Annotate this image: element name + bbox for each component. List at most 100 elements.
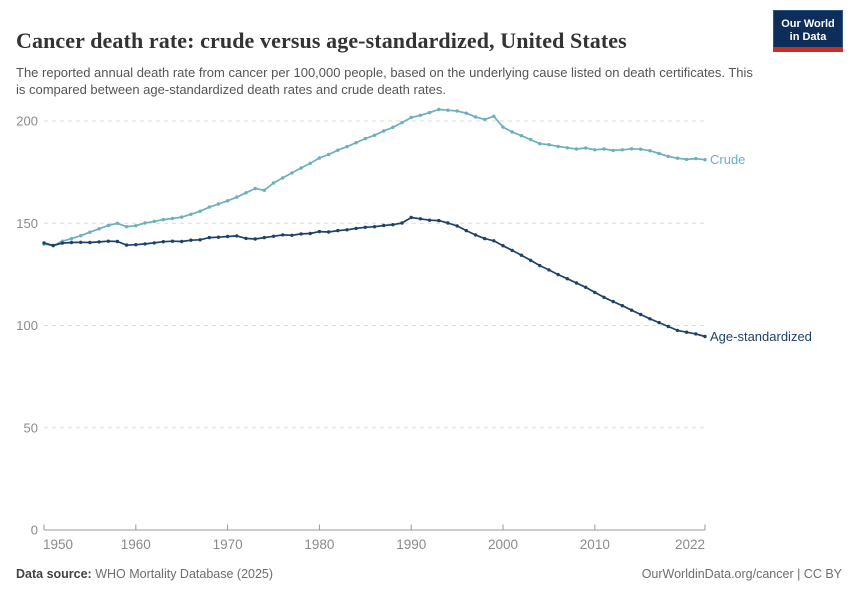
series-point-age-standardized[interactable] [88,240,92,245]
series-point-crude[interactable] [464,111,468,115]
series-point-crude[interactable] [143,221,147,225]
series-point-age-standardized[interactable] [510,248,514,253]
series-point-age-standardized[interactable] [42,241,46,245]
series-point-age-standardized[interactable] [547,268,551,272]
series-point-age-standardized[interactable] [115,239,120,244]
series-point-age-standardized[interactable] [281,233,285,237]
series-point-age-standardized[interactable] [336,228,340,233]
series-point-crude[interactable] [593,148,597,152]
series-point-age-standardized[interactable] [134,243,138,247]
series-point-age-standardized[interactable] [189,238,193,242]
series-point-crude[interactable] [639,147,643,151]
series-point-age-standardized[interactable] [501,244,505,248]
series-point-age-standardized[interactable] [262,235,266,240]
series-point-crude[interactable] [225,199,230,203]
series-point-crude[interactable] [161,217,165,222]
series-point-crude[interactable] [189,212,193,216]
series-point-age-standardized[interactable] [317,229,322,234]
series-point-crude[interactable] [97,227,101,231]
series-point-age-standardized[interactable] [290,233,294,237]
series-point-crude[interactable] [455,109,459,113]
series-point-age-standardized[interactable] [409,215,413,220]
series-point-age-standardized[interactable] [684,330,689,334]
series-point-crude[interactable] [427,110,432,115]
series-point-age-standardized[interactable] [363,225,367,229]
series-point-age-standardized[interactable] [611,299,615,304]
series-point-age-standardized[interactable] [528,258,533,262]
series-point-age-standardized[interactable] [629,308,634,312]
series-point-age-standardized[interactable] [473,233,478,237]
series-point-crude[interactable] [418,113,423,118]
series-point-crude[interactable] [547,143,551,147]
series-point-age-standardized[interactable] [106,239,111,243]
series-point-crude[interactable] [299,166,303,170]
series-point-age-standardized[interactable] [354,226,358,231]
series-point-crude[interactable] [703,158,707,162]
series-point-crude[interactable] [556,144,560,149]
series-point-crude[interactable] [244,191,248,195]
series-point-crude[interactable] [584,146,588,150]
series-point-age-standardized[interactable] [216,235,221,239]
series-point-crude[interactable] [528,137,533,142]
series-point-age-standardized[interactable] [437,218,441,223]
series-point-crude[interactable] [620,148,625,152]
series-point-age-standardized[interactable] [584,285,588,289]
series-point-crude[interactable] [235,195,239,199]
series-point-crude[interactable] [519,134,524,138]
series-point-crude[interactable] [326,152,331,157]
series-point-age-standardized[interactable] [170,239,175,243]
series-point-crude[interactable] [648,149,652,153]
series-point-crude[interactable] [400,120,404,125]
series-point-age-standardized[interactable] [446,221,450,225]
series-point-age-standardized[interactable] [492,239,496,243]
series-point-age-standardized[interactable] [244,236,248,241]
series-point-age-standardized[interactable] [483,236,487,241]
series-point-crude[interactable] [694,156,698,161]
series-point-age-standardized[interactable] [124,243,129,247]
series-point-crude[interactable] [611,148,615,153]
series-point-crude[interactable] [446,108,450,112]
series-point-age-standardized[interactable] [455,224,459,228]
series-point-crude[interactable] [198,209,202,213]
series-point-age-standardized[interactable] [345,228,349,232]
series-point-age-standardized[interactable] [556,272,560,277]
series-point-crude[interactable] [69,236,74,241]
series-point-age-standardized[interactable] [620,304,625,308]
series-point-crude[interactable] [308,161,312,165]
series-point-age-standardized[interactable] [602,295,606,299]
series-point-age-standardized[interactable] [299,232,303,236]
series-point-crude[interactable] [391,125,395,129]
series-point-crude[interactable] [106,223,111,228]
series-point-crude[interactable] [510,130,514,134]
series-point-age-standardized[interactable] [538,263,542,268]
series-point-age-standardized[interactable] [666,324,670,329]
series-point-age-standardized[interactable] [675,328,680,333]
series-point-crude[interactable] [152,219,156,224]
series-point-crude[interactable] [281,176,285,180]
series-point-age-standardized[interactable] [464,228,468,233]
series-point-crude[interactable] [253,186,257,191]
series-point-age-standardized[interactable] [648,317,652,321]
series-point-age-standardized[interactable] [308,231,312,236]
series-point-age-standardized[interactable] [326,230,331,234]
series-point-crude[interactable] [170,216,175,221]
series-point-crude[interactable] [675,156,680,160]
series-point-crude[interactable] [180,215,184,219]
series-point-crude[interactable] [124,225,129,229]
series-point-crude[interactable] [538,142,542,146]
series-point-crude[interactable] [79,234,83,238]
series-point-age-standardized[interactable] [198,238,202,242]
series-point-crude[interactable] [574,147,579,151]
series-point-age-standardized[interactable] [427,218,432,222]
series-point-age-standardized[interactable] [253,237,257,241]
series-point-age-standardized[interactable] [97,240,101,244]
series-point-age-standardized[interactable] [79,240,83,244]
series-point-crude[interactable] [216,202,221,206]
series-point-crude[interactable] [483,117,487,122]
series-point-age-standardized[interactable] [519,253,524,257]
series-point-age-standardized[interactable] [235,234,239,238]
series-point-crude[interactable] [473,115,478,119]
series-line-age-standardized[interactable] [43,216,706,338]
series-point-crude[interactable] [290,171,294,175]
